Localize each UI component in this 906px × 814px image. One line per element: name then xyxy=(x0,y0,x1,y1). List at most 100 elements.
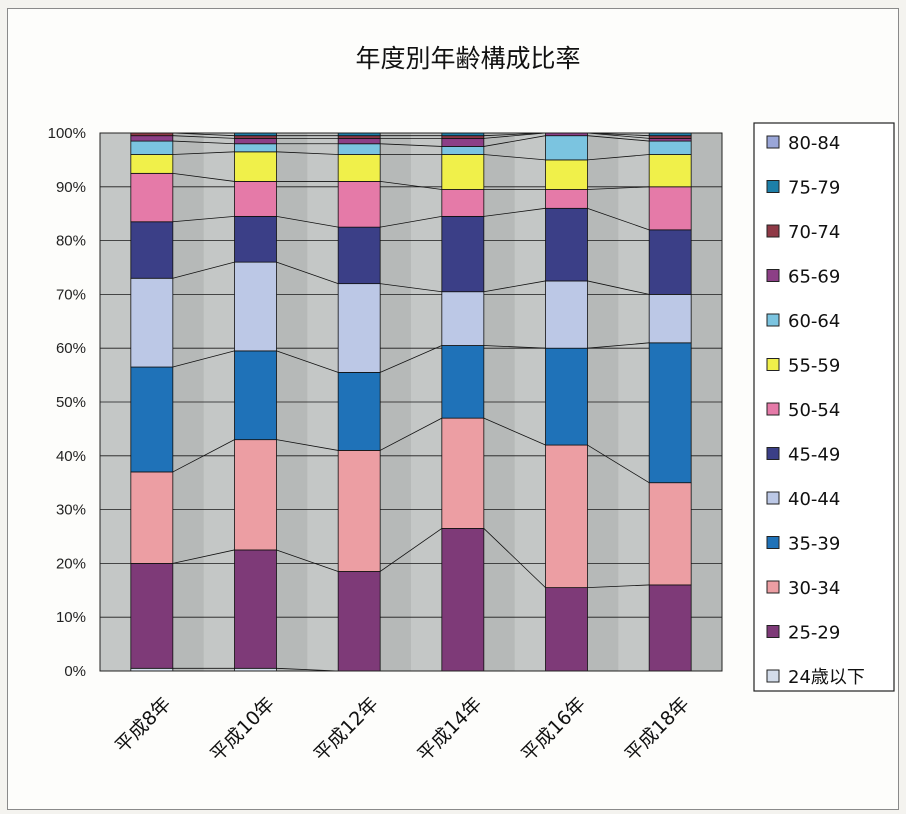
bar-segment xyxy=(131,367,173,472)
bar-segment xyxy=(442,146,484,154)
bar-segment xyxy=(546,588,588,671)
bar-segment xyxy=(235,440,277,550)
bar-segment xyxy=(131,222,173,278)
legend-swatch xyxy=(767,181,779,193)
bar-segment xyxy=(546,189,588,208)
bar-segment xyxy=(546,445,588,588)
bar-segment xyxy=(131,136,173,141)
legend: 80-84 75-79 70-74 65-69 60-64 55-59 50-54 45-49… xyxy=(754,123,894,691)
bar-segment xyxy=(649,230,691,295)
bar-segment xyxy=(546,136,588,160)
bar-segment xyxy=(338,284,380,373)
bar-segment xyxy=(338,227,380,283)
bar-segment xyxy=(235,144,277,152)
bar-segment xyxy=(442,418,484,528)
legend-swatch xyxy=(767,403,779,415)
bar-segment xyxy=(338,372,380,450)
y-tick-label: 60% xyxy=(56,340,86,357)
y-tick-label: 80% xyxy=(56,233,86,250)
bar-segment xyxy=(442,216,484,291)
legend-label: 50-54 xyxy=(788,400,840,421)
legend-swatch xyxy=(767,448,779,460)
bar-segment xyxy=(649,294,691,342)
bar-segment xyxy=(131,141,173,154)
legend-label: 65-69 xyxy=(788,267,840,288)
bar-segment xyxy=(131,563,173,668)
legend-label: 35-39 xyxy=(788,534,840,555)
x-tick-label: 平成14年 xyxy=(413,693,486,766)
bar-segment xyxy=(131,472,173,563)
bar-segment xyxy=(649,155,691,187)
bar-segment xyxy=(649,136,691,139)
legend-swatch xyxy=(767,359,779,371)
bar-segment xyxy=(131,173,173,221)
x-tick-label: 平成18年 xyxy=(621,693,694,766)
bar-segment xyxy=(235,550,277,668)
legend-label: 25-29 xyxy=(788,623,840,644)
y-tick-label: 100% xyxy=(48,125,86,142)
bar-segment xyxy=(546,348,588,445)
bar-segment xyxy=(235,262,277,351)
bar-segment xyxy=(546,208,588,281)
bar-segment xyxy=(649,138,691,141)
legend-label: 70-74 xyxy=(788,222,840,243)
legend-swatch xyxy=(767,537,779,549)
legend-label: 80-84 xyxy=(788,133,840,154)
bar-segment xyxy=(442,138,484,146)
legend-label: 40-44 xyxy=(788,489,840,510)
y-tick-label: 90% xyxy=(56,179,86,196)
legend-label: 55-59 xyxy=(788,356,840,377)
chart-title: 年度別年齢構成比率 xyxy=(355,44,580,73)
bar-segment xyxy=(338,181,380,227)
legend-swatch xyxy=(767,581,779,593)
x-tick-label: 平成12年 xyxy=(310,693,383,766)
bar-segment xyxy=(649,585,691,671)
bar-segment xyxy=(442,136,484,139)
bar-segment xyxy=(235,138,277,143)
x-tick-label: 平成8年 xyxy=(111,693,175,757)
legend-label: 24歳以下 xyxy=(788,667,865,688)
y-tick-label: 30% xyxy=(56,502,86,519)
y-tick-label: 0% xyxy=(64,663,86,680)
legend-swatch xyxy=(767,670,779,682)
bar-segment xyxy=(235,351,277,440)
x-tick-label: 平成16年 xyxy=(517,693,590,766)
bar-segment xyxy=(338,155,380,182)
bar-segment xyxy=(338,138,380,143)
legend-label: 60-64 xyxy=(788,311,840,332)
legend-swatch xyxy=(767,225,779,237)
legend-swatch xyxy=(767,492,779,504)
bar-segment xyxy=(546,160,588,190)
y-tick-label: 50% xyxy=(56,394,86,411)
y-tick-label: 20% xyxy=(56,555,86,572)
legend-label: 75-79 xyxy=(788,178,840,199)
legend-label: 30-34 xyxy=(788,578,840,599)
bar-segment xyxy=(442,189,484,216)
bar-segment xyxy=(338,144,380,155)
bar-segment xyxy=(546,281,588,348)
bar-segment xyxy=(442,155,484,190)
bar-segment xyxy=(235,181,277,216)
bar-segment xyxy=(235,216,277,262)
bar-segment xyxy=(442,346,484,419)
legend-swatch xyxy=(767,270,779,282)
legend-label: 45-49 xyxy=(788,445,840,466)
bar-segment xyxy=(235,152,277,182)
x-tick-label: 平成10年 xyxy=(206,693,279,766)
bar-segment xyxy=(649,187,691,230)
bar-segment xyxy=(131,155,173,174)
legend-swatch xyxy=(767,626,779,638)
bar-segment xyxy=(649,141,691,154)
bar-segment xyxy=(338,136,380,139)
bar-segment xyxy=(649,343,691,483)
bar-segment xyxy=(442,292,484,346)
legend-swatch xyxy=(767,314,779,326)
bar-segment xyxy=(442,528,484,671)
bar-segment xyxy=(235,136,277,139)
bar-segment xyxy=(131,278,173,367)
y-tick-label: 70% xyxy=(56,286,86,303)
bar-segment xyxy=(649,483,691,585)
bar-segment xyxy=(338,450,380,571)
y-tick-label: 40% xyxy=(56,448,86,465)
